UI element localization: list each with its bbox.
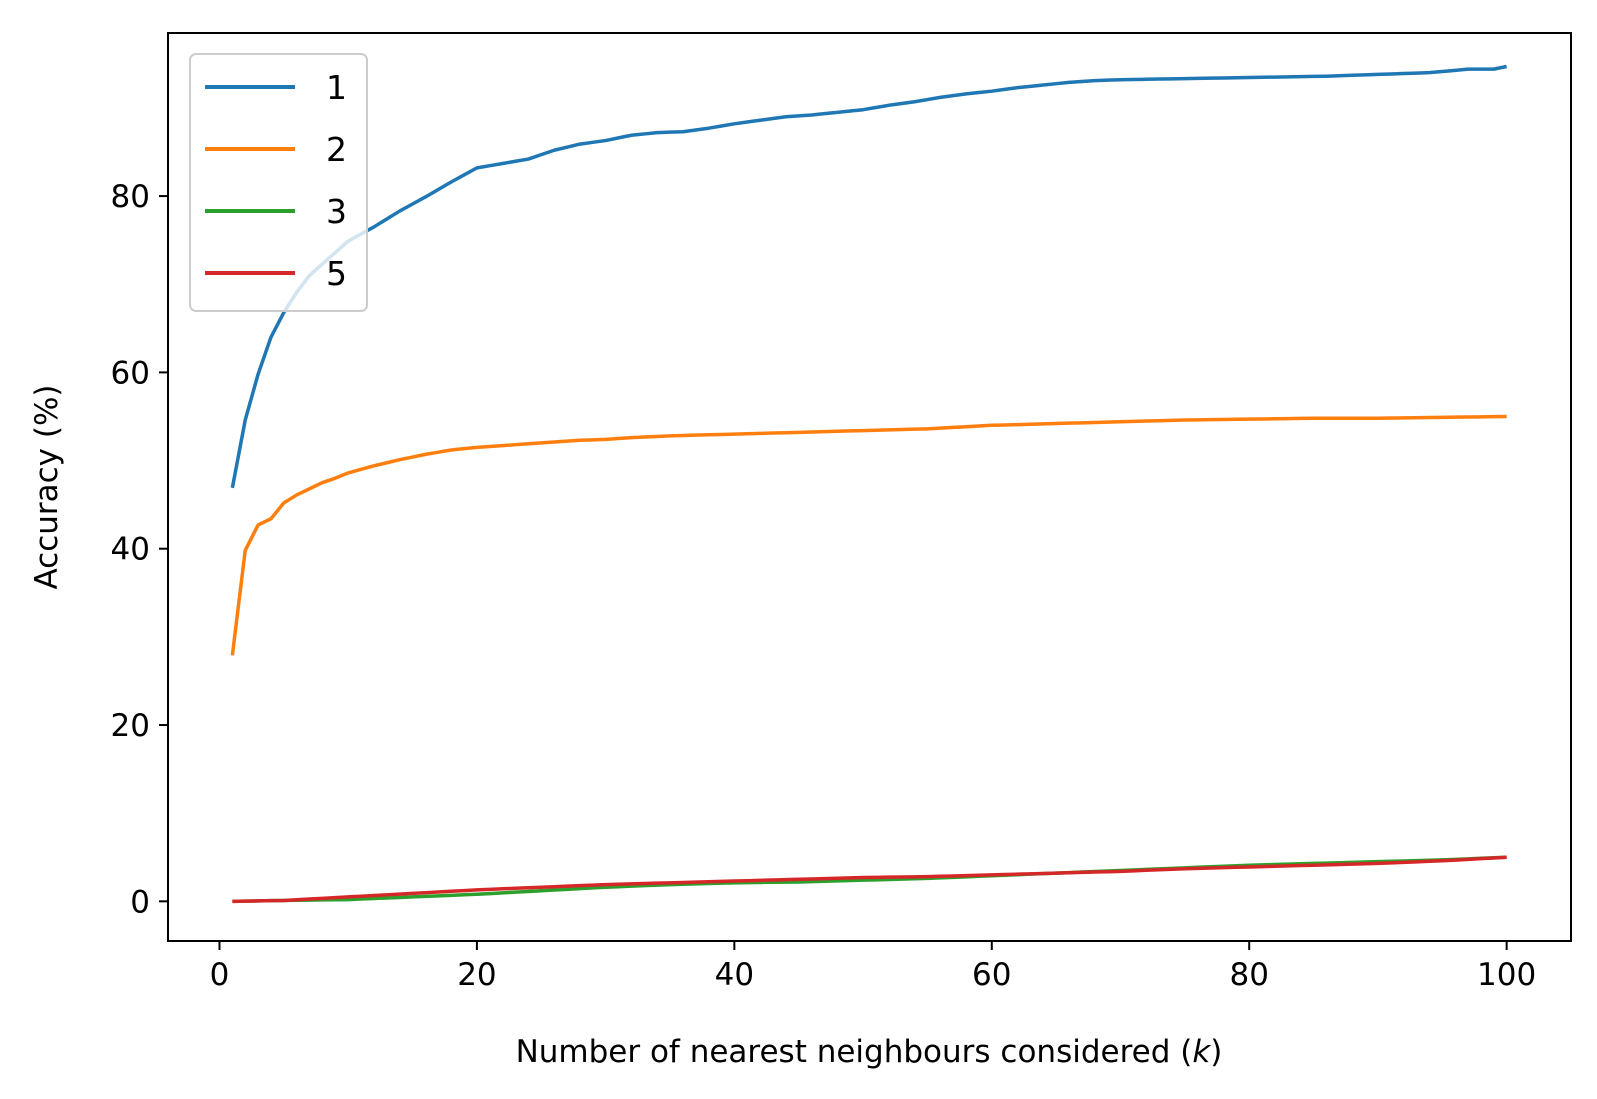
series-line-1	[230, 64, 1507, 489]
x-tick-label: 60	[972, 957, 1011, 993]
legend-box	[189, 53, 368, 312]
series-layer	[230, 64, 1507, 904]
legend-label-3: 3	[326, 192, 347, 231]
x-tick-label: 80	[1229, 957, 1268, 993]
x-axis-label: Number of nearest neighbours considered …	[516, 1034, 1223, 1070]
x-tick-label: 100	[1477, 957, 1536, 993]
y-tick-label: 40	[111, 532, 150, 568]
y-tick-label: 0	[130, 884, 150, 920]
y-axis-label: Accuracy (%)	[29, 384, 65, 589]
legend-label-2: 2	[326, 130, 347, 169]
y-tick-label: 80	[111, 179, 150, 215]
x-tick-label: 20	[457, 957, 496, 993]
series-line-5	[232, 855, 1507, 904]
legend-label-1: 1	[326, 68, 347, 107]
x-tick-label: 40	[715, 957, 754, 993]
series-line-3	[232, 855, 1507, 904]
x-tick-label: 0	[210, 957, 230, 993]
legend: 1 2 3 5	[189, 53, 368, 312]
y-tick-label: 20	[111, 708, 150, 744]
y-tick-label: 60	[111, 355, 150, 391]
ticks-layer: 0 20 40 60 80 100 0 20 40 60 80	[111, 179, 1537, 993]
series-line-2	[230, 414, 1507, 656]
plot-frame	[167, 32, 1572, 942]
legend-label-5: 5	[326, 254, 347, 293]
